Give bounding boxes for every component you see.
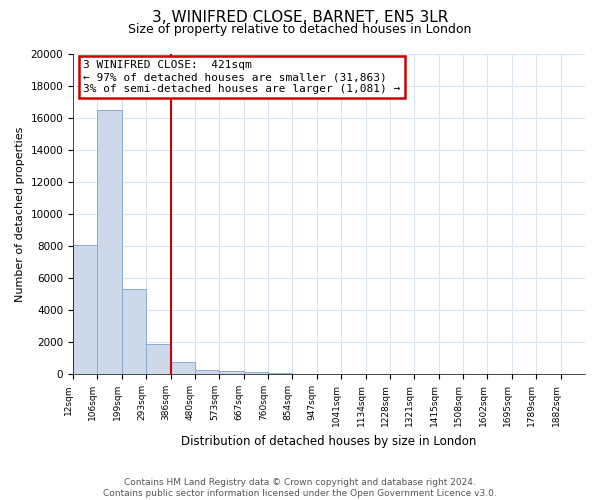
Bar — [195, 370, 220, 374]
Bar — [268, 372, 292, 374]
X-axis label: Distribution of detached houses by size in London: Distribution of detached houses by size … — [181, 434, 477, 448]
Bar — [220, 372, 244, 374]
Bar — [122, 290, 146, 374]
Text: Contains HM Land Registry data © Crown copyright and database right 2024.
Contai: Contains HM Land Registry data © Crown c… — [103, 478, 497, 498]
Bar — [73, 244, 97, 374]
Text: 3 WINIFRED CLOSE:  421sqm
← 97% of detached houses are smaller (31,863)
3% of se: 3 WINIFRED CLOSE: 421sqm ← 97% of detach… — [83, 60, 401, 94]
Text: Size of property relative to detached houses in London: Size of property relative to detached ho… — [128, 22, 472, 36]
Y-axis label: Number of detached properties: Number of detached properties — [15, 126, 25, 302]
Bar — [170, 362, 195, 374]
Bar — [146, 344, 170, 374]
Bar — [244, 372, 268, 374]
Bar — [97, 110, 122, 374]
Text: 3, WINIFRED CLOSE, BARNET, EN5 3LR: 3, WINIFRED CLOSE, BARNET, EN5 3LR — [152, 10, 448, 25]
